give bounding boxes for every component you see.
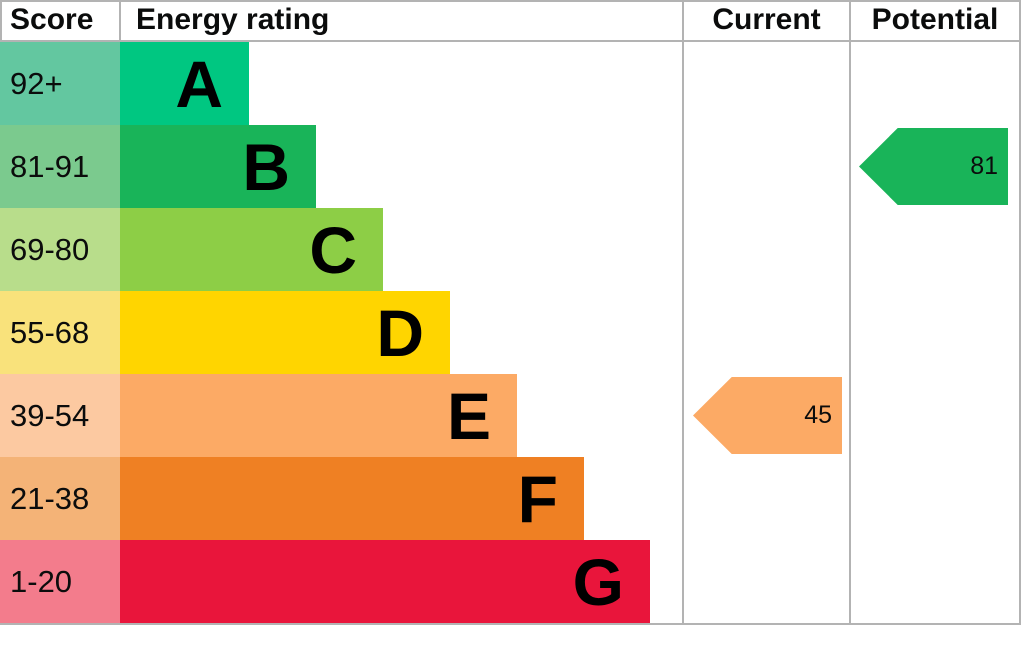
header-energy-rating: Energy rating (136, 3, 330, 36)
table-top-border (0, 0, 1021, 2)
band-row-a: 92+ A (0, 42, 1024, 125)
score-range-d: 55-68 (0, 291, 120, 374)
band-row-e: 39-54 E (0, 374, 1024, 457)
band-row-c: 69-80 C (0, 208, 1024, 291)
band-bar-g: G (120, 540, 650, 623)
score-range-a: 92+ (0, 42, 120, 125)
score-range-g: 1-20 (0, 540, 120, 623)
band-row-f: 21-38 F (0, 457, 1024, 540)
band-row-d: 55-68 D (0, 291, 1024, 374)
header-potential: Potential (871, 3, 999, 36)
score-range-c: 69-80 (0, 208, 120, 291)
score-column-divider (119, 0, 121, 40)
band-bar-a: A (120, 42, 249, 125)
score-range-e: 39-54 (0, 374, 120, 457)
potential-column-divider (849, 0, 851, 625)
band-bar-e: E (120, 374, 517, 457)
potential-rating-value: 81 (970, 152, 998, 180)
table-bottom-border (0, 623, 1021, 625)
band-bar-f: F (120, 457, 584, 540)
header-current: Current (712, 3, 821, 36)
header-score: Score (10, 3, 94, 36)
band-bar-b: B (120, 125, 316, 208)
current-column-divider (682, 0, 684, 625)
band-row-b: 81-91 B (0, 125, 1024, 208)
score-range-f: 21-38 (0, 457, 120, 540)
band-bar-c: C (120, 208, 383, 291)
score-range-b: 81-91 (0, 125, 120, 208)
header-left-border (0, 0, 2, 42)
band-row-g: 1-20 G (0, 540, 1024, 623)
table-right-border (1019, 0, 1021, 625)
current-rating-value: 45 (804, 401, 832, 429)
band-bar-d: D (120, 291, 450, 374)
header-bottom-border (0, 40, 1021, 42)
